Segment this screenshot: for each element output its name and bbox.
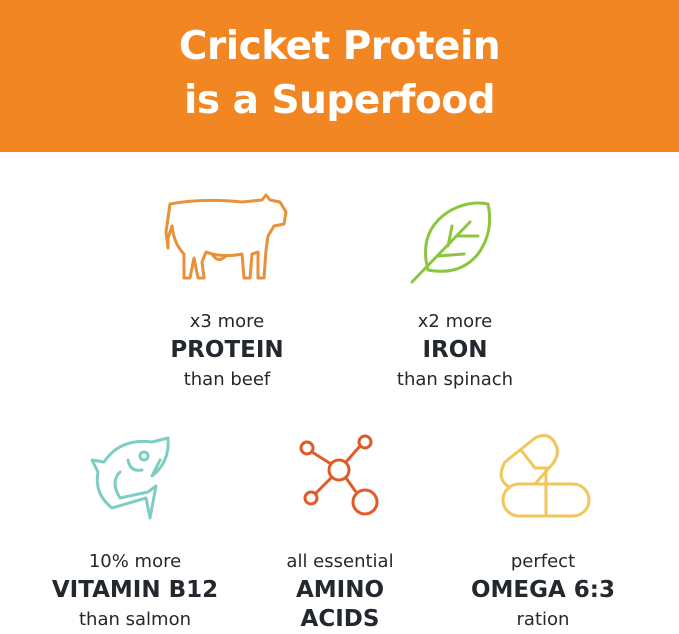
header-banner: Cricket Protein is a Superfood — [0, 0, 679, 152]
benefit-omega: perfect OMEGA 6:3 ration — [433, 432, 653, 634]
leaf-icon — [410, 201, 491, 284]
cow-icon — [164, 193, 288, 280]
benefit-highlight: IRON — [422, 337, 488, 363]
molecule-icon — [299, 434, 379, 516]
benefit-pre-text: x2 more — [417, 311, 493, 332]
benefit-iron: x2 more IRON than spinach — [345, 192, 565, 394]
benefit-vitamin-b12: 10% more VITAMIN B12 than salmon — [25, 432, 245, 634]
title-line-2: is a Superfood — [184, 78, 495, 123]
benefit-post-text: than beef — [183, 369, 271, 390]
benefit-post-text: than salmon — [79, 609, 191, 630]
benefit-pre-text: 10% more — [88, 551, 182, 572]
benefit-protein: x3 more PROTEIN than beef — [117, 192, 337, 394]
benefit-highlight-line-2: ACIDS — [300, 606, 380, 632]
benefit-highlight: AMINO — [295, 577, 385, 603]
benefit-post-text: ration — [516, 609, 570, 630]
benefit-post-text: than spinach — [396, 369, 514, 390]
fish-icon — [90, 436, 170, 520]
benefit-pre-text: x3 more — [189, 311, 265, 332]
benefit-pre-text: all essential — [286, 551, 394, 572]
benefit-amino-acids: all essential AMINO ACIDS — [230, 432, 450, 634]
benefit-pre-text: perfect — [510, 551, 576, 572]
benefit-highlight: VITAMIN B12 — [51, 577, 219, 603]
benefit-highlight: OMEGA 6:3 — [470, 577, 616, 603]
benefit-highlight: PROTEIN — [170, 337, 284, 363]
capsules-icon — [499, 434, 591, 518]
title-line-1: Cricket Protein — [178, 24, 501, 69]
